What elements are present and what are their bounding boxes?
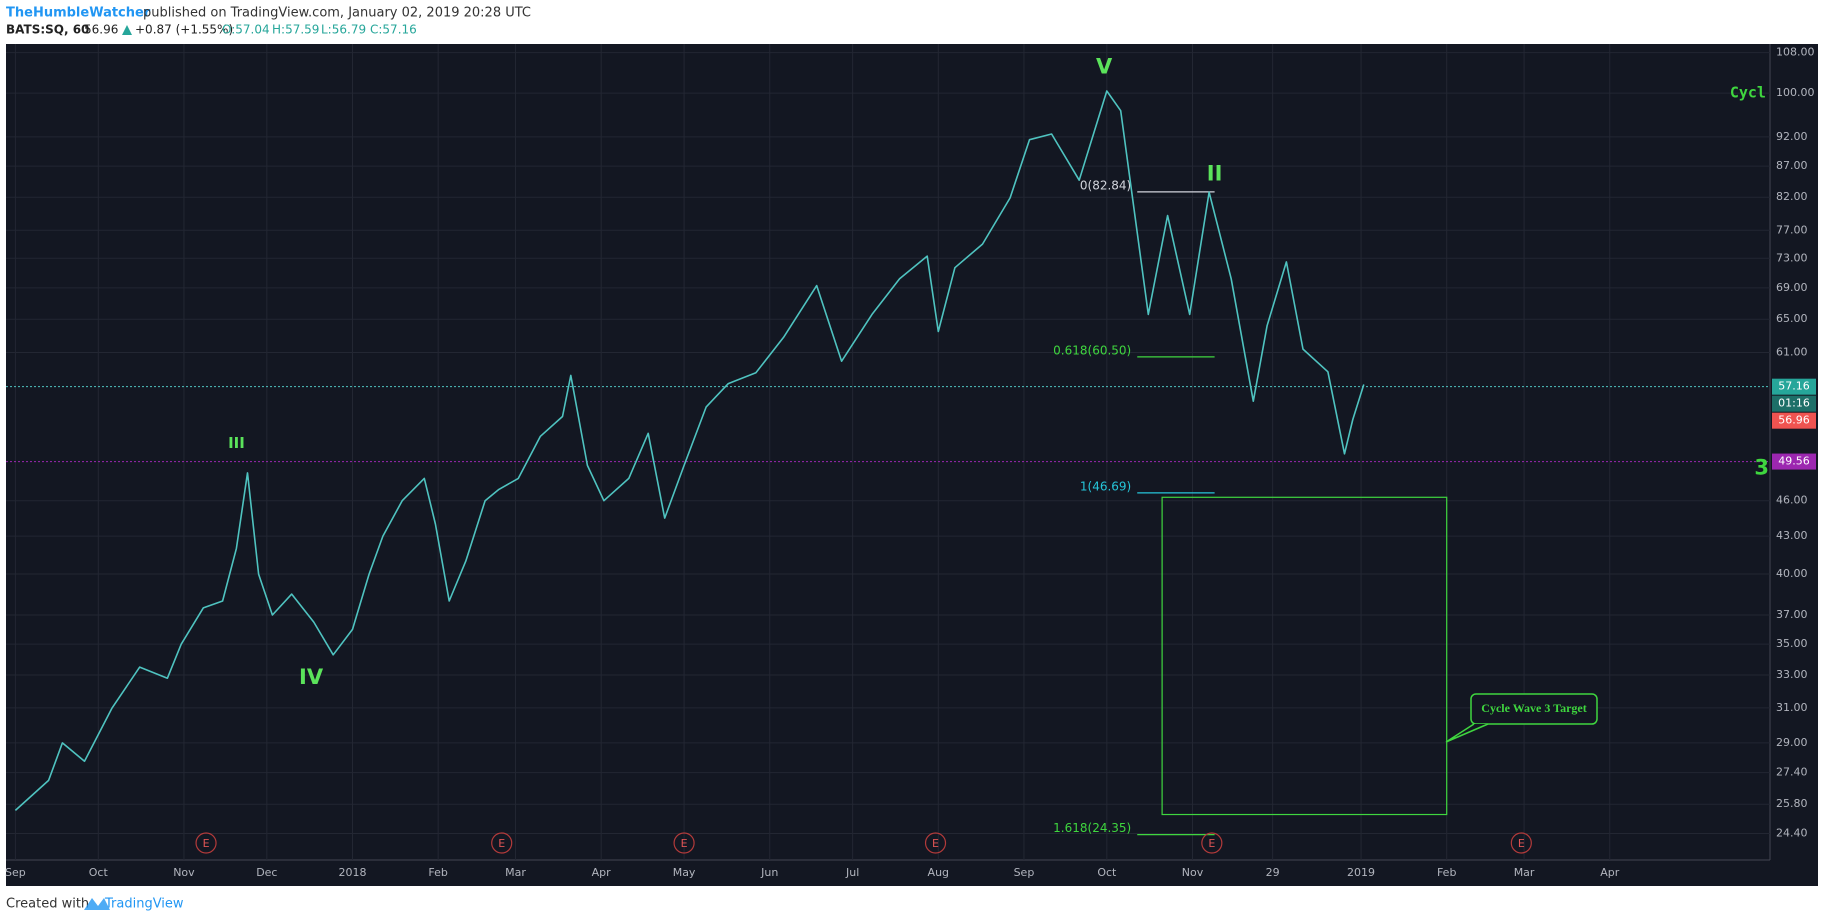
price-tag-label: 57.16 (1778, 380, 1810, 393)
earnings-marker (1510, 832, 1532, 854)
wave-label: 3 (1754, 456, 1769, 480)
wave-label: IV (299, 665, 324, 689)
y-tick-label: 37.00 (1776, 608, 1808, 621)
close: C:57.16 (370, 23, 417, 37)
x-tick-label: Mar (505, 866, 526, 879)
callout-pointer (1445, 723, 1489, 743)
x-tick-label: Aug (928, 866, 949, 879)
y-tick-label: 65.00 (1776, 312, 1808, 325)
earnings-marker (1201, 832, 1223, 854)
fib-label: 1(46.69) (1080, 479, 1131, 493)
x-tick-label: Sep (5, 866, 26, 879)
countdown-tag (1772, 395, 1816, 412)
x-tick-label: 2018 (339, 866, 367, 879)
last-price: 56.96 (84, 23, 118, 37)
low: L:56.79 (321, 23, 366, 37)
y-tick-label: 82.00 (1776, 190, 1808, 203)
fib-label: 1.618(24.35) (1053, 821, 1131, 835)
y-tick-label: 25.80 (1776, 797, 1808, 810)
y-tick-label: 69.00 (1776, 281, 1808, 294)
y-tick-label: 100.00 (1776, 86, 1815, 99)
y-tick-label: 108.00 (1776, 46, 1815, 59)
x-tick-label: 2019 (1347, 866, 1375, 879)
created-with: Created with (6, 897, 89, 912)
y-tick-label: 31.00 (1776, 701, 1808, 714)
countdown-label: 01:16 (1778, 397, 1810, 410)
x-tick-label: Apr (592, 866, 612, 879)
y-tick-label: 46.00 (1776, 494, 1808, 507)
y-tick-label: 92.00 (1776, 130, 1808, 143)
brand[interactable]: TradingView (104, 897, 184, 912)
change: +0.87 (+1.55%) (135, 23, 233, 37)
y-tick-label: 87.00 (1776, 159, 1808, 172)
x-tick-label: Jun (760, 866, 778, 879)
author[interactable]: TheHumbleWatcher (6, 6, 151, 21)
y-tick-label: 24.40 (1776, 827, 1808, 840)
x-tick-label: Feb (1437, 866, 1456, 879)
x-tick-label: Feb (428, 866, 447, 879)
earnings-label: E (203, 837, 210, 850)
open: O:57.04 (222, 23, 270, 37)
x-tick-label: Nov (173, 866, 195, 879)
x-tick-label: Apr (1600, 866, 1620, 879)
y-tick-label: 35.00 (1776, 637, 1808, 650)
price-line-series (14, 90, 1365, 811)
callout-text: Cycle Wave 3 Target (1481, 701, 1586, 715)
y-tick-label: 61.00 (1776, 346, 1808, 359)
symbol: BATS:SQ, 60 (6, 23, 89, 37)
x-tick-label: Oct (1097, 866, 1117, 879)
earnings-marker (195, 832, 217, 854)
published: published on TradingView.com, January 02… (143, 6, 531, 21)
earnings-label: E (681, 837, 688, 850)
x-tick-label: Dec (256, 866, 277, 879)
x-tick-label: Jul (845, 866, 859, 879)
x-tick-label: 29 (1266, 866, 1280, 879)
price-tag (1772, 453, 1816, 470)
earnings-marker (924, 832, 947, 854)
target-box (1161, 496, 1448, 816)
x-tick-label: Oct (89, 866, 109, 879)
x-tick-label: Mar (1514, 866, 1535, 879)
x-tick-label: Sep (1014, 866, 1035, 879)
earnings-marker (673, 832, 695, 854)
price-tag (1772, 378, 1816, 395)
x-tick-label: Nov (1182, 866, 1204, 879)
callout-box (1470, 693, 1598, 725)
y-tick-label: 33.00 (1776, 668, 1808, 681)
up-arrow (122, 25, 132, 35)
y-tick-label: 73.00 (1776, 251, 1808, 264)
earnings-label: E (1208, 837, 1215, 850)
last-tag-label: 56.96 (1778, 414, 1810, 427)
y-tick-label: 27.40 (1776, 766, 1808, 779)
last-tag (1772, 412, 1816, 429)
fib-label: 0.618(60.50) (1053, 343, 1131, 357)
logo (84, 898, 110, 910)
earnings-label: E (932, 837, 939, 850)
y-tick-label: 77.00 (1776, 223, 1808, 236)
y-tick-label: 43.00 (1776, 529, 1808, 542)
high: H:57.59 (272, 23, 319, 37)
x-tick-label: May (673, 866, 696, 879)
price-tag-label: 49.56 (1778, 455, 1810, 468)
earnings-marker (491, 832, 513, 854)
chart-bg (6, 44, 1818, 886)
wave-label: V (1096, 54, 1113, 78)
wave-label: III (228, 434, 245, 452)
y-tick-label: 40.00 (1776, 567, 1808, 580)
wave-label: II (1207, 162, 1223, 186)
y-tick-label: 29.00 (1776, 736, 1808, 749)
earnings-label: E (1518, 837, 1525, 850)
fib-label: 0(82.84) (1080, 178, 1131, 192)
earnings-label: E (498, 837, 505, 850)
wave-label: Cycl (1730, 84, 1766, 102)
